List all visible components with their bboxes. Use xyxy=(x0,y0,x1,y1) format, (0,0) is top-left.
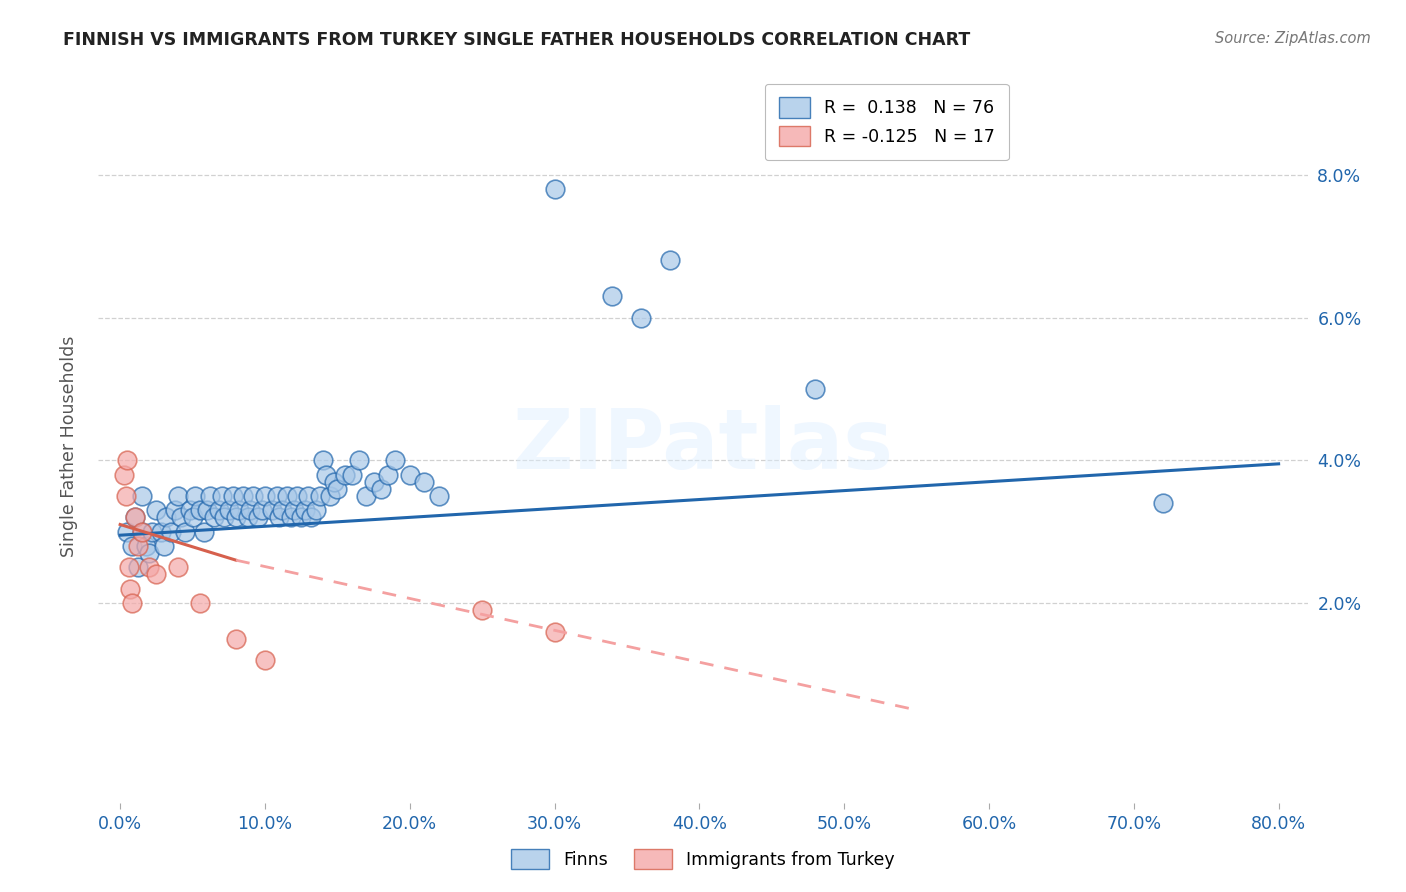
Point xyxy=(326,482,349,496)
Point xyxy=(1152,496,1174,510)
Point xyxy=(117,524,139,539)
Point xyxy=(543,182,565,196)
Point xyxy=(246,510,269,524)
Point xyxy=(214,510,236,524)
Point xyxy=(118,560,141,574)
Point xyxy=(127,560,149,574)
Point xyxy=(225,632,247,646)
Point xyxy=(202,510,225,524)
Point xyxy=(262,503,284,517)
Point xyxy=(225,510,247,524)
Point xyxy=(124,510,146,524)
Point xyxy=(149,524,172,539)
Point xyxy=(377,467,399,482)
Y-axis label: Single Father Households: Single Father Households xyxy=(59,335,77,557)
Point xyxy=(127,539,149,553)
Point xyxy=(165,503,187,517)
Point xyxy=(290,510,312,524)
Point xyxy=(427,489,450,503)
Point xyxy=(297,489,319,503)
Legend: Finns, Immigrants from Turkey: Finns, Immigrants from Turkey xyxy=(505,842,901,876)
Point xyxy=(120,582,142,596)
Point xyxy=(356,489,378,503)
Point xyxy=(253,653,276,667)
Point xyxy=(294,503,316,517)
Point xyxy=(152,539,174,553)
Point xyxy=(280,510,302,524)
Point xyxy=(114,467,136,482)
Point xyxy=(370,482,392,496)
Point xyxy=(167,489,190,503)
Point xyxy=(471,603,494,617)
Point xyxy=(239,503,262,517)
Point xyxy=(398,467,420,482)
Point xyxy=(602,289,624,303)
Point xyxy=(340,467,363,482)
Point xyxy=(804,382,827,396)
Point xyxy=(333,467,356,482)
Point xyxy=(170,510,193,524)
Point xyxy=(299,510,322,524)
Point xyxy=(135,539,157,553)
Point xyxy=(193,524,215,539)
Point xyxy=(121,596,143,610)
Point xyxy=(384,453,406,467)
Point xyxy=(228,503,250,517)
Point xyxy=(413,475,436,489)
Text: ZIPatlas: ZIPatlas xyxy=(513,406,893,486)
Point xyxy=(117,453,139,467)
Text: FINNISH VS IMMIGRANTS FROM TURKEY SINGLE FATHER HOUSEHOLDS CORRELATION CHART: FINNISH VS IMMIGRANTS FROM TURKEY SINGLE… xyxy=(63,31,970,49)
Point xyxy=(253,489,276,503)
Point xyxy=(363,475,385,489)
Point xyxy=(198,489,221,503)
Point xyxy=(207,503,229,517)
Point xyxy=(131,524,153,539)
Point xyxy=(283,503,305,517)
Point xyxy=(222,489,245,503)
Text: Source: ZipAtlas.com: Source: ZipAtlas.com xyxy=(1215,31,1371,46)
Point xyxy=(181,510,204,524)
Legend: R =  0.138   N = 76, R = -0.125   N = 17: R = 0.138 N = 76, R = -0.125 N = 17 xyxy=(765,84,1008,161)
Point xyxy=(155,510,177,524)
Point xyxy=(276,489,298,503)
Point xyxy=(323,475,346,489)
Point xyxy=(184,489,207,503)
Point xyxy=(188,503,211,517)
Point xyxy=(145,503,167,517)
Point xyxy=(250,503,273,517)
Point xyxy=(131,524,153,539)
Point xyxy=(630,310,652,325)
Point xyxy=(138,560,160,574)
Point xyxy=(211,489,233,503)
Point xyxy=(315,467,337,482)
Point xyxy=(266,489,288,503)
Point xyxy=(138,546,160,560)
Point xyxy=(285,489,308,503)
Point xyxy=(319,489,342,503)
Point xyxy=(218,503,240,517)
Point xyxy=(269,510,291,524)
Point xyxy=(242,489,264,503)
Point xyxy=(179,503,201,517)
Point xyxy=(236,510,259,524)
Point xyxy=(304,503,326,517)
Point xyxy=(167,560,190,574)
Point xyxy=(232,489,254,503)
Point xyxy=(131,489,153,503)
Point xyxy=(124,510,146,524)
Point xyxy=(312,453,335,467)
Point xyxy=(141,524,163,539)
Point xyxy=(115,489,138,503)
Point xyxy=(543,624,565,639)
Point xyxy=(271,503,294,517)
Point xyxy=(174,524,197,539)
Point xyxy=(188,596,211,610)
Point xyxy=(659,253,682,268)
Point xyxy=(145,567,167,582)
Point xyxy=(309,489,332,503)
Point xyxy=(121,539,143,553)
Point xyxy=(159,524,181,539)
Point xyxy=(347,453,370,467)
Point xyxy=(195,503,218,517)
